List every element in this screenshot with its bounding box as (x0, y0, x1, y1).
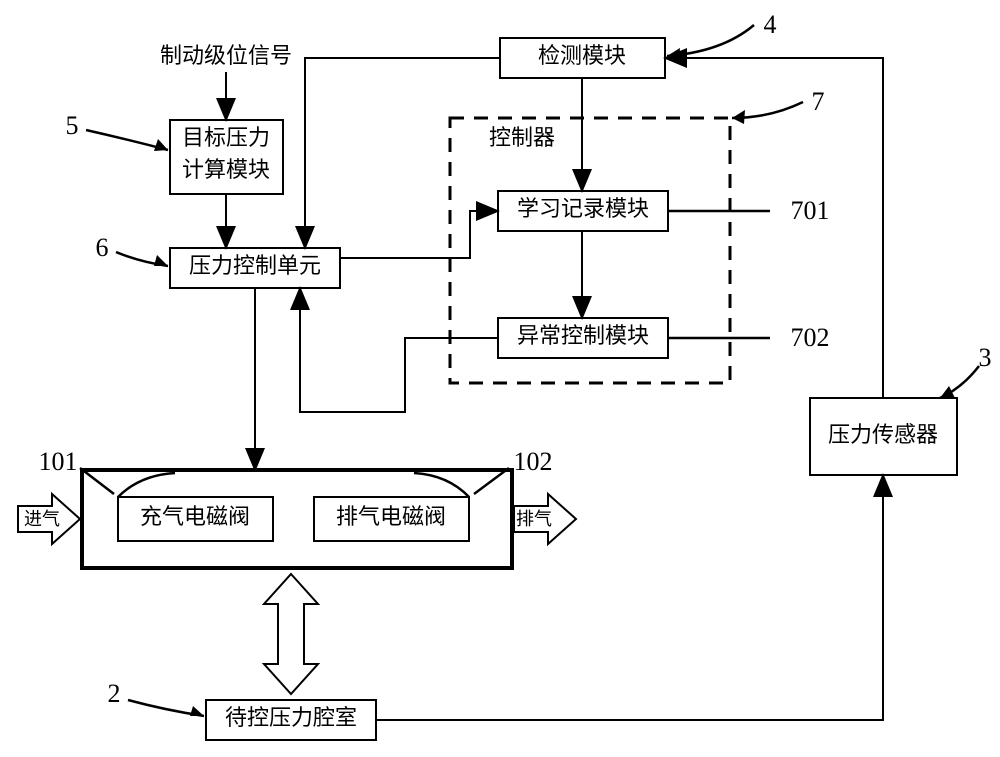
svg-text:3: 3 (979, 343, 992, 372)
sensor-label: 压力传感器 (828, 422, 938, 447)
pressure-sensor: 压力传感器 (810, 398, 957, 475)
edge-pressctrl-learn (340, 211, 498, 258)
svg-text:2: 2 (108, 679, 121, 708)
in-gas-label: 进气 (24, 509, 60, 529)
abnormal-label: 异常控制模块 (517, 323, 649, 348)
svg-text:701: 701 (791, 196, 830, 225)
learn-module: 学习记录模块 (498, 191, 668, 231)
svg-text:6: 6 (96, 233, 109, 262)
ref-2: 2 (108, 679, 205, 716)
out-gas-label: 排气 (516, 509, 552, 529)
edge-abnormal-pressctrl (300, 288, 498, 412)
target-label-2: 计算模块 (182, 157, 270, 182)
abnormal-module: 异常控制模块 (498, 318, 668, 358)
ref-701: 701 (668, 196, 830, 225)
ref-6: 6 (96, 233, 169, 266)
inlet-arrow: 进气 (18, 494, 80, 544)
learn-label: 学习记录模块 (517, 196, 649, 221)
svg-text:5: 5 (66, 111, 79, 140)
svg-text:702: 702 (791, 323, 830, 352)
outlet-arrow: 排气 (514, 494, 576, 544)
flowchart-diagram: 制动级位信号 检测模块 目标压力 计算模块 压力控制单元 控制器 学习记录模块 … (0, 0, 1000, 757)
inflate-valve: 充气电磁阀 (118, 497, 273, 541)
detect-label: 检测模块 (538, 43, 626, 68)
chamber-label: 待控压力腔室 (225, 705, 357, 730)
ref-702: 702 (668, 323, 830, 352)
target-label-1: 目标压力 (182, 125, 270, 150)
bidir-arrow (264, 574, 318, 694)
svg-text:7: 7 (812, 87, 825, 116)
target-module: 目标压力 计算模块 (170, 120, 283, 194)
pressure-control-unit: 压力控制单元 (170, 248, 340, 288)
edge-sensor-detect (665, 58, 883, 398)
ref-5: 5 (66, 111, 169, 151)
svg-text:101: 101 (39, 447, 78, 476)
chamber: 待控压力腔室 (206, 700, 376, 740)
detect-module: 检测模块 (500, 38, 665, 78)
inflate-label: 充气电磁阀 (140, 504, 250, 529)
svg-text:4: 4 (764, 10, 777, 39)
ref-7: 7 (732, 87, 825, 124)
exhaust-label: 排气电磁阀 (336, 504, 446, 529)
signal-label: 制动级位信号 (160, 43, 292, 68)
svg-text:102: 102 (514, 447, 553, 476)
ref-3: 3 (940, 343, 992, 398)
press-ctrl-label: 压力控制单元 (189, 253, 321, 278)
controller-label: 控制器 (489, 125, 555, 150)
ref-4: 4 (667, 10, 777, 61)
exhaust-valve: 排气电磁阀 (314, 497, 469, 541)
